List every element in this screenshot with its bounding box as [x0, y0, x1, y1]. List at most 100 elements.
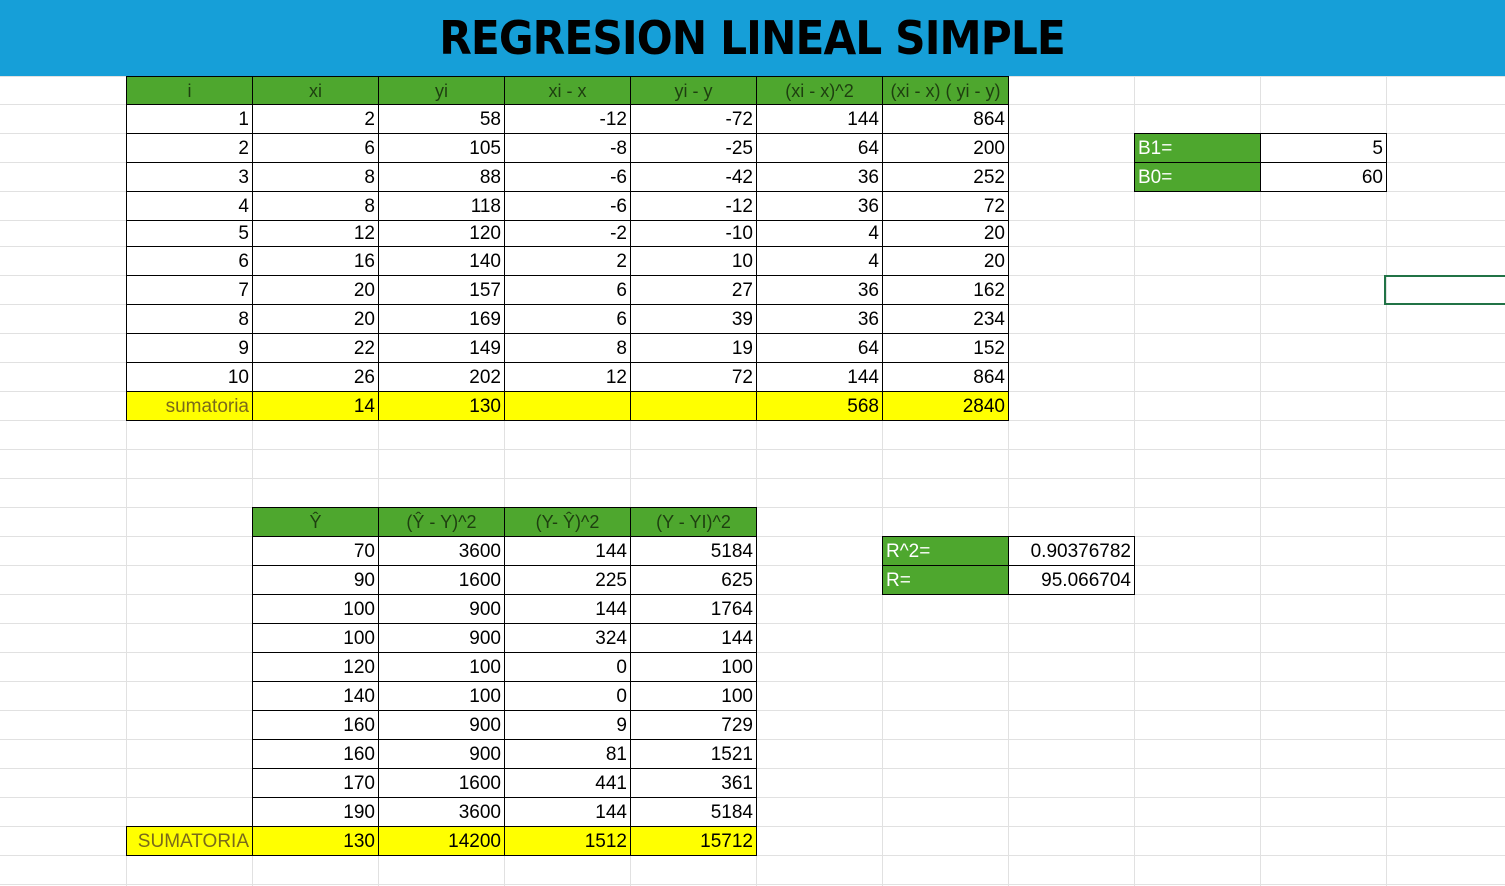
table2-sum-cell[interactable]: 15712: [630, 826, 757, 856]
table2-cell[interactable]: 144: [504, 594, 631, 624]
table2-cell[interactable]: 100: [378, 681, 505, 711]
table2-cell[interactable]: 441: [504, 768, 631, 798]
table1-cell[interactable]: -72: [630, 104, 757, 134]
coef-value[interactable]: 60: [1260, 162, 1387, 192]
table1-cell[interactable]: 149: [378, 333, 505, 363]
table1-cell[interactable]: 202: [378, 362, 505, 392]
table1-cell[interactable]: -12: [630, 191, 757, 221]
table2-cell[interactable]: 144: [630, 623, 757, 653]
table1-cell[interactable]: 12: [504, 362, 631, 392]
table1-cell[interactable]: 1: [126, 104, 253, 134]
table1-cell[interactable]: 252: [882, 162, 1009, 192]
table2-cell[interactable]: 144: [504, 797, 631, 827]
table1-cell[interactable]: 162: [882, 275, 1009, 305]
coef-label[interactable]: B0=: [1134, 162, 1261, 192]
table1-cell[interactable]: -10: [630, 220, 757, 247]
r-stat-value[interactable]: 0.90376782: [1008, 536, 1135, 566]
table1-cell[interactable]: 2: [252, 104, 379, 134]
table2-cell[interactable]: 900: [378, 710, 505, 740]
table1-cell[interactable]: -2: [504, 220, 631, 247]
table1-cell[interactable]: 234: [882, 304, 1009, 334]
table2-sum-cell[interactable]: 1512: [504, 826, 631, 856]
table2-cell[interactable]: 900: [378, 739, 505, 769]
table1-cell[interactable]: 26: [252, 362, 379, 392]
table2-cell[interactable]: 225: [504, 565, 631, 595]
table2-header-cell[interactable]: (Y- Ŷ)^2: [504, 507, 631, 537]
table2-sum-cell[interactable]: 14200: [378, 826, 505, 856]
table1-cell[interactable]: 118: [378, 191, 505, 221]
table1-cell[interactable]: -42: [630, 162, 757, 192]
table1-cell[interactable]: 4: [756, 246, 883, 276]
table2-cell[interactable]: 160: [252, 739, 379, 769]
table2-cell[interactable]: 1600: [378, 565, 505, 595]
table2-header-cell[interactable]: (Y - YI)^2: [630, 507, 757, 537]
table1-cell[interactable]: 64: [756, 333, 883, 363]
table1-cell[interactable]: -6: [504, 162, 631, 192]
table1-cell[interactable]: 8: [252, 162, 379, 192]
table1-sum-cell[interactable]: 568: [756, 391, 883, 421]
table1-header-cell[interactable]: xi: [252, 76, 379, 105]
table2-cell[interactable]: 144: [504, 536, 631, 566]
table1-cell[interactable]: 4: [756, 220, 883, 247]
table1-sum-cell[interactable]: 14: [252, 391, 379, 421]
table2-cell[interactable]: 0: [504, 652, 631, 682]
table2-cell[interactable]: 81: [504, 739, 631, 769]
table2-cell[interactable]: 729: [630, 710, 757, 740]
table2-cell[interactable]: 100: [630, 652, 757, 682]
table2-cell[interactable]: 5184: [630, 797, 757, 827]
table2-cell[interactable]: 1521: [630, 739, 757, 769]
table2-cell[interactable]: 100: [252, 594, 379, 624]
table1-cell[interactable]: 9: [126, 333, 253, 363]
table1-cell[interactable]: 8: [504, 333, 631, 363]
table1-sum-cell[interactable]: [504, 391, 631, 421]
r-stat-label[interactable]: R^2=: [882, 536, 1009, 566]
table1-cell[interactable]: 10: [630, 246, 757, 276]
table1-cell[interactable]: 39: [630, 304, 757, 334]
table1-cell[interactable]: -8: [504, 133, 631, 163]
table1-cell[interactable]: 20: [252, 304, 379, 334]
table2-cell[interactable]: 3600: [378, 797, 505, 827]
table1-cell[interactable]: 105: [378, 133, 505, 163]
table1-cell[interactable]: 157: [378, 275, 505, 305]
table2-cell[interactable]: 1600: [378, 768, 505, 798]
table1-cell[interactable]: 864: [882, 362, 1009, 392]
table1-cell[interactable]: -6: [504, 191, 631, 221]
table2-sum-label[interactable]: SUMATORIA: [126, 826, 253, 856]
table1-cell[interactable]: 36: [756, 191, 883, 221]
table1-cell[interactable]: 5: [126, 220, 253, 247]
table1-cell[interactable]: 4: [126, 191, 253, 221]
r-stat-value[interactable]: 95.066704: [1008, 565, 1135, 595]
table2-cell[interactable]: 160: [252, 710, 379, 740]
table1-cell[interactable]: -12: [504, 104, 631, 134]
table1-cell[interactable]: 27: [630, 275, 757, 305]
table1-cell[interactable]: 72: [630, 362, 757, 392]
table2-cell[interactable]: 3600: [378, 536, 505, 566]
table1-cell[interactable]: 20: [882, 246, 1009, 276]
table1-cell[interactable]: 20: [252, 275, 379, 305]
table1-cell[interactable]: -25: [630, 133, 757, 163]
table1-cell[interactable]: 8: [252, 191, 379, 221]
table1-header-cell[interactable]: (xi - x) ( yi - y): [882, 76, 1009, 105]
table1-cell[interactable]: 12: [252, 220, 379, 247]
table1-cell[interactable]: 2: [504, 246, 631, 276]
table1-cell[interactable]: 36: [756, 162, 883, 192]
table1-sum-cell[interactable]: 130: [378, 391, 505, 421]
table2-sum-cell[interactable]: 130: [252, 826, 379, 856]
r-stat-label[interactable]: R=: [882, 565, 1009, 595]
table1-header-cell[interactable]: yi - y: [630, 76, 757, 105]
table2-header-cell[interactable]: Ŷ: [252, 507, 379, 537]
table1-cell[interactable]: 169: [378, 304, 505, 334]
table2-cell[interactable]: 190: [252, 797, 379, 827]
table1-cell[interactable]: 10: [126, 362, 253, 392]
table1-cell[interactable]: 144: [756, 104, 883, 134]
table2-cell[interactable]: 1764: [630, 594, 757, 624]
table2-cell[interactable]: 90: [252, 565, 379, 595]
table1-header-cell[interactable]: xi - x: [504, 76, 631, 105]
table1-cell[interactable]: 2: [126, 133, 253, 163]
table1-header-cell[interactable]: yi: [378, 76, 505, 105]
table2-cell[interactable]: 900: [378, 594, 505, 624]
table1-cell[interactable]: 200: [882, 133, 1009, 163]
table1-cell[interactable]: 152: [882, 333, 1009, 363]
table1-cell[interactable]: 864: [882, 104, 1009, 134]
table2-cell[interactable]: 70: [252, 536, 379, 566]
